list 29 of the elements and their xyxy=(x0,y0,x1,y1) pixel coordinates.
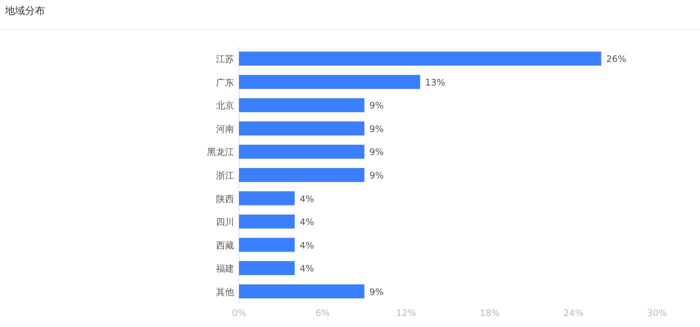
data-label: 4% xyxy=(300,241,314,252)
data-label: 13% xyxy=(425,78,446,88)
y-tick-label: 福建 xyxy=(216,264,234,275)
x-tick-label: 12% xyxy=(396,309,417,319)
data-label: 4% xyxy=(300,194,314,205)
data-label: 9% xyxy=(369,102,384,112)
x-tick-label: 24% xyxy=(563,309,584,319)
y-tick-label: 江苏 xyxy=(216,54,234,66)
data-label: 9% xyxy=(369,288,384,298)
y-tick-label: 河南 xyxy=(216,124,234,135)
x-tick-label: 18% xyxy=(480,309,500,319)
x-tick-label: 0% xyxy=(232,309,247,319)
data-label: 9% xyxy=(369,172,384,182)
data-label: 9% xyxy=(369,148,384,158)
y-tick-label: 广东 xyxy=(216,77,234,88)
data-label: 4% xyxy=(300,218,314,228)
y-tick-label: 西藏 xyxy=(216,240,234,252)
y-tick-label: 陕西 xyxy=(216,194,234,205)
x-tick-label: 30% xyxy=(646,309,668,319)
y-tick-label: 北京 xyxy=(216,100,234,112)
data-label: 9% xyxy=(369,124,384,135)
y-tick-label: 浙江 xyxy=(216,170,234,182)
data-label: 26% xyxy=(606,55,627,66)
y-tick-label: 四川 xyxy=(216,217,234,228)
x-tick-label: 6% xyxy=(315,309,330,319)
data-label: 4% xyxy=(300,264,314,275)
y-tick-label: 其他 xyxy=(216,286,234,298)
y-tick-label: 黑龙江 xyxy=(207,147,234,158)
title: 地域分布 xyxy=(5,6,45,17)
